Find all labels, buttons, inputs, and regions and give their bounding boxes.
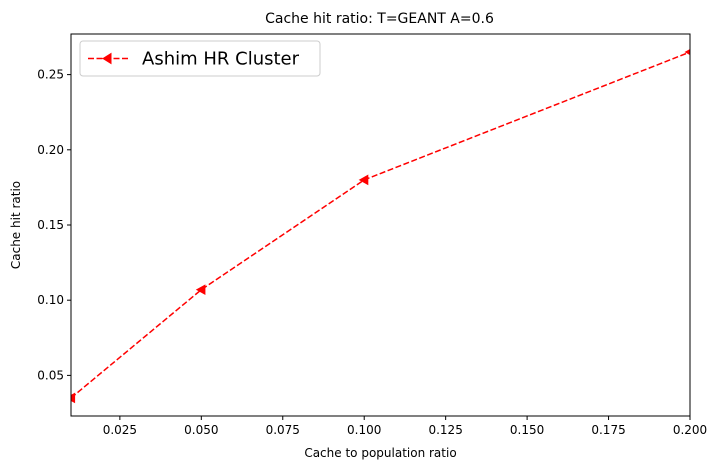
legend-box — [79, 40, 321, 77]
data-point — [71, 392, 76, 404]
y-tick-label: 0.10 — [37, 293, 64, 307]
y-tick-label: 0.25 — [37, 68, 64, 82]
legend-label: Ashim HR Cluster — [142, 49, 300, 70]
plot-area — [71, 48, 690, 404]
x-tick-label: 0.125 — [428, 423, 462, 437]
x-tick-label: 0.175 — [591, 423, 625, 437]
y-tick-label: 0.15 — [37, 218, 64, 232]
x-tick-label: 0.200 — [673, 423, 707, 437]
x-axis-label: Cache to population ratio — [304, 446, 456, 460]
chart-title: Cache hit ratio: T=GEANT A=0.6 — [265, 11, 494, 27]
x-tick-label: 0.075 — [266, 423, 300, 437]
legend: Ashim HR Cluster — [79, 40, 321, 77]
y-axis-label: Cache hit ratio — [9, 181, 23, 269]
plot-series — [71, 48, 690, 404]
y-tick-label: 0.05 — [37, 368, 64, 382]
x-tick-label: 0.025 — [103, 423, 137, 437]
x-tick-label: 0.100 — [347, 423, 381, 437]
x-axis: 0.025 0.050 0.075 0.100 0.125 0.150 0.175 0.200 — [103, 416, 707, 437]
series-line — [71, 51, 690, 399]
y-tick-label: 0.20 — [37, 143, 64, 157]
plot-frame — [70, 33, 691, 417]
legend-marker — [102, 52, 112, 65]
data-point — [358, 174, 369, 186]
x-tick-label: 0.150 — [510, 423, 544, 437]
y-axis: 0.05 0.10 0.15 0.20 0.25 — [37, 68, 71, 382]
data-point — [195, 284, 206, 296]
x-tick-label: 0.050 — [184, 423, 218, 437]
